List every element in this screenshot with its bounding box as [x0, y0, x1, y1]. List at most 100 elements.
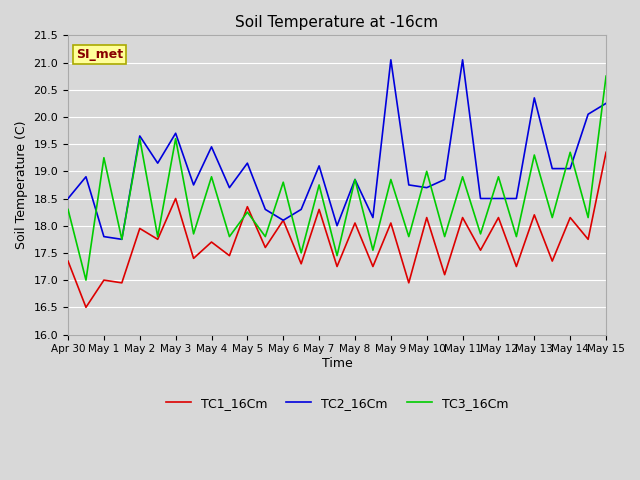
TC2_16Cm — [351, 177, 359, 182]
Text: SI_met: SI_met — [76, 48, 124, 61]
TC1_16Cm — [333, 264, 341, 269]
TC2_16Cm — [405, 182, 413, 188]
TC2_16Cm — [495, 196, 502, 202]
TC3_16Cm — [566, 149, 574, 155]
TC3_16Cm — [405, 234, 413, 240]
TC1_16Cm — [225, 253, 233, 259]
TC2_16Cm — [118, 237, 125, 242]
TC3_16Cm — [100, 155, 108, 161]
TC1_16Cm — [154, 237, 161, 242]
TC2_16Cm — [244, 160, 252, 166]
Line: TC2_16Cm: TC2_16Cm — [68, 60, 606, 240]
TC3_16Cm — [136, 136, 143, 142]
TC3_16Cm — [64, 206, 72, 212]
TC1_16Cm — [584, 237, 592, 242]
TC1_16Cm — [262, 245, 269, 251]
TC3_16Cm — [584, 215, 592, 220]
TC2_16Cm — [154, 160, 161, 166]
TC3_16Cm — [477, 231, 484, 237]
TC1_16Cm — [602, 149, 610, 155]
TC1_16Cm — [531, 212, 538, 218]
TC2_16Cm — [566, 166, 574, 171]
Y-axis label: Soil Temperature (C): Soil Temperature (C) — [15, 120, 28, 249]
TC3_16Cm — [316, 182, 323, 188]
TC3_16Cm — [118, 237, 125, 242]
TC2_16Cm — [477, 196, 484, 202]
TC2_16Cm — [298, 206, 305, 212]
TC1_16Cm — [495, 215, 502, 220]
TC2_16Cm — [584, 111, 592, 117]
TC2_16Cm — [548, 166, 556, 171]
TC1_16Cm — [548, 258, 556, 264]
TC3_16Cm — [531, 152, 538, 158]
TC1_16Cm — [82, 304, 90, 310]
TC2_16Cm — [459, 57, 467, 63]
TC2_16Cm — [64, 196, 72, 202]
TC3_16Cm — [244, 209, 252, 215]
TC1_16Cm — [387, 220, 395, 226]
TC1_16Cm — [207, 239, 215, 245]
TC3_16Cm — [333, 253, 341, 259]
TC3_16Cm — [225, 234, 233, 240]
TC1_16Cm — [351, 220, 359, 226]
TC1_16Cm — [172, 196, 179, 202]
TC1_16Cm — [136, 226, 143, 231]
TC2_16Cm — [100, 234, 108, 240]
TC1_16Cm — [459, 215, 467, 220]
TC2_16Cm — [423, 185, 431, 191]
TC3_16Cm — [548, 215, 556, 220]
TC2_16Cm — [82, 174, 90, 180]
X-axis label: Time: Time — [322, 357, 353, 370]
TC3_16Cm — [280, 180, 287, 185]
TC3_16Cm — [82, 277, 90, 283]
TC1_16Cm — [316, 206, 323, 212]
TC2_16Cm — [189, 182, 197, 188]
TC3_16Cm — [172, 136, 179, 142]
TC1_16Cm — [280, 217, 287, 223]
TC3_16Cm — [513, 234, 520, 240]
Line: TC3_16Cm: TC3_16Cm — [68, 76, 606, 280]
TC3_16Cm — [207, 174, 215, 180]
TC1_16Cm — [477, 247, 484, 253]
TC2_16Cm — [333, 223, 341, 228]
TC2_16Cm — [513, 196, 520, 202]
TC1_16Cm — [100, 277, 108, 283]
TC2_16Cm — [441, 177, 449, 182]
TC3_16Cm — [351, 177, 359, 182]
TC3_16Cm — [262, 234, 269, 240]
TC2_16Cm — [136, 133, 143, 139]
TC1_16Cm — [405, 280, 413, 286]
TC3_16Cm — [441, 234, 449, 240]
TC1_16Cm — [298, 261, 305, 267]
Legend: TC1_16Cm, TC2_16Cm, TC3_16Cm: TC1_16Cm, TC2_16Cm, TC3_16Cm — [161, 392, 513, 415]
TC3_16Cm — [423, 168, 431, 174]
TC1_16Cm — [369, 264, 377, 269]
TC3_16Cm — [495, 174, 502, 180]
TC2_16Cm — [387, 57, 395, 63]
TC1_16Cm — [64, 258, 72, 264]
TC2_16Cm — [531, 95, 538, 101]
TC2_16Cm — [207, 144, 215, 150]
TC2_16Cm — [316, 163, 323, 169]
TC2_16Cm — [280, 217, 287, 223]
TC2_16Cm — [172, 131, 179, 136]
TC3_16Cm — [459, 174, 467, 180]
TC3_16Cm — [298, 250, 305, 256]
TC1_16Cm — [513, 264, 520, 269]
TC3_16Cm — [387, 177, 395, 182]
TC1_16Cm — [118, 280, 125, 286]
TC1_16Cm — [566, 215, 574, 220]
TC2_16Cm — [262, 206, 269, 212]
TC1_16Cm — [423, 215, 431, 220]
TC3_16Cm — [602, 73, 610, 79]
TC2_16Cm — [225, 185, 233, 191]
TC3_16Cm — [154, 234, 161, 240]
TC3_16Cm — [369, 247, 377, 253]
TC2_16Cm — [602, 100, 610, 106]
TC2_16Cm — [369, 215, 377, 220]
TC1_16Cm — [189, 255, 197, 261]
TC1_16Cm — [441, 272, 449, 277]
TC3_16Cm — [189, 231, 197, 237]
Line: TC1_16Cm: TC1_16Cm — [68, 152, 606, 307]
Title: Soil Temperature at -16cm: Soil Temperature at -16cm — [236, 15, 438, 30]
